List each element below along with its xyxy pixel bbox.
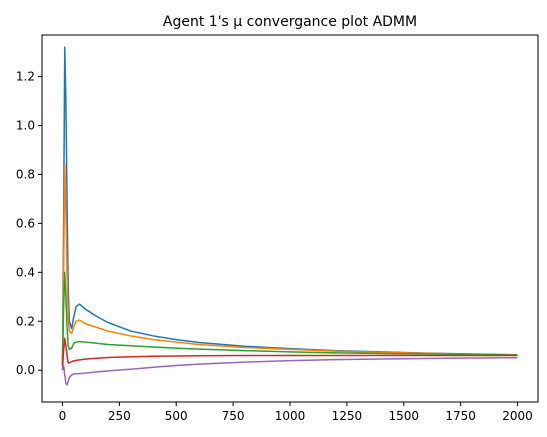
y-tick-label: 0.6 [16,216,35,230]
series-line-1 [61,46,518,366]
x-tick-label: 2000 [502,409,533,423]
series-line-2 [61,163,518,366]
x-tick-label: 750 [222,409,245,423]
series-layer [61,46,518,386]
series-line-4 [61,337,518,371]
x-tick-label: 500 [165,409,188,423]
chart-title: Agent 1's μ convergance plot ADMM [163,14,417,30]
plot-frame [41,34,539,403]
ticks-layer: 0 250 500 750 1000 1250 1500 1750 2000 0.0 0.2 0.4 0… [16,70,533,423]
y-tick-label: 1.0 [16,119,35,133]
y-tick-label: 1.2 [16,70,35,84]
x-tick-label: 1750 [445,409,476,423]
series-line-3 [61,271,518,366]
y-tick-label: 0.0 [16,363,35,377]
x-tick-label: 1000 [275,409,306,423]
y-tick-label: 0.2 [16,314,35,328]
series-line-5 [61,356,518,386]
y-tick-label: 0.8 [16,167,35,181]
x-tick-label: 1500 [388,409,419,423]
x-tick-label: 250 [108,409,131,423]
y-tick-label: 0.4 [16,265,35,279]
x-tick-label: 1250 [332,409,363,423]
x-tick-label: 0 [59,409,67,423]
